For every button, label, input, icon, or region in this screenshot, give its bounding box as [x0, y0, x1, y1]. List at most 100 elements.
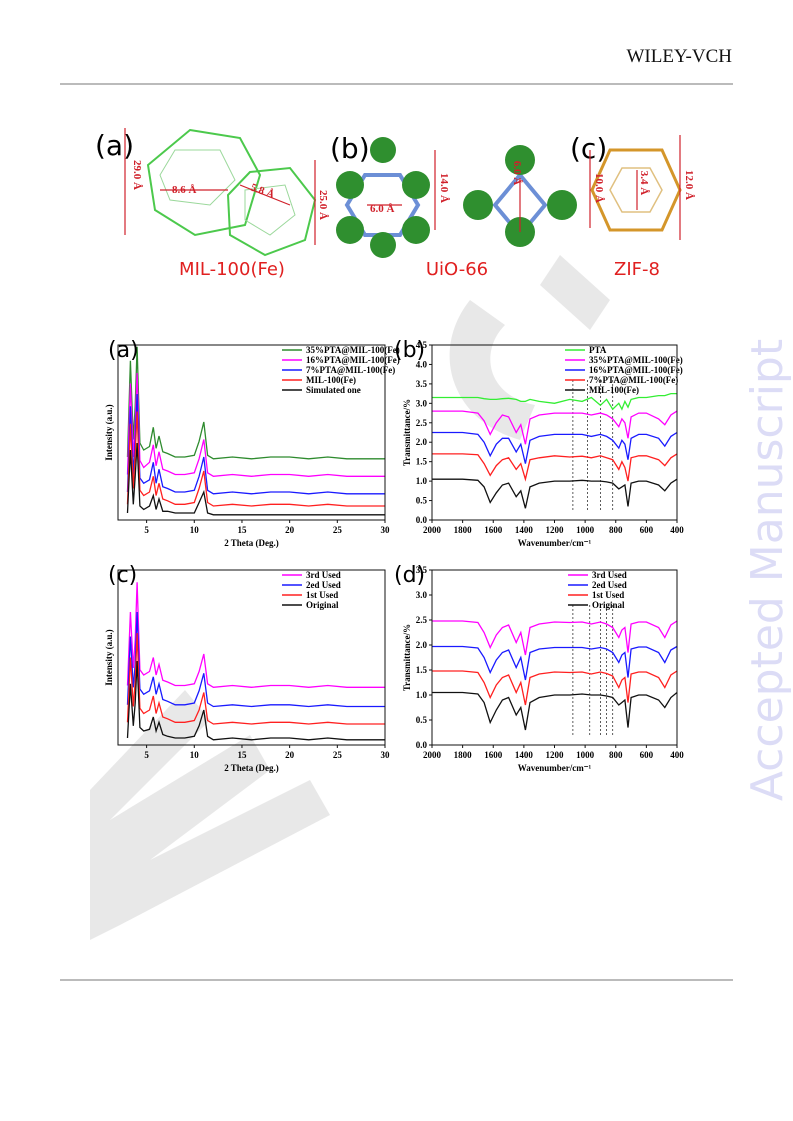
structure-figure: (a) (b) (c) 29.0 Å 8.6 Å 5.8	[95, 128, 695, 280]
y-tick-label: 3.5	[416, 565, 428, 575]
mil-structure	[146, 128, 317, 257]
y-tick-label: 1.5	[416, 665, 428, 675]
spectrum-line	[126, 582, 385, 688]
dimension-arrows	[124, 128, 681, 245]
legend-label: 16%PTA@MIL-100(Fe)	[589, 365, 683, 375]
plot-frame	[431, 569, 678, 746]
panel-label: (d)	[394, 563, 425, 588]
y-tick-label: 2.5	[416, 418, 428, 428]
x-tick-label: 1600	[484, 525, 503, 535]
panel-label: (c)	[570, 132, 607, 165]
x-tick-label: 20	[285, 750, 295, 760]
legend-label: 2ed Used	[592, 580, 627, 590]
watermark-shapes	[90, 255, 610, 940]
legend-label: PTA	[589, 345, 607, 355]
legend-label: 7%PTA@MIL-100(Fe)	[306, 365, 395, 375]
dimension-label: 10.0 Å	[593, 173, 605, 203]
x-tick-label: 2000	[423, 525, 442, 535]
x-tick-label: 15	[237, 525, 247, 535]
y-tick-label: 3.0	[416, 398, 428, 408]
uio-structure	[336, 137, 577, 258]
spectrum-line	[432, 620, 678, 656]
y-tick-label: 0.0	[416, 515, 428, 525]
legend-label: Original	[592, 600, 625, 610]
dimension-label: 12.0 Å	[683, 170, 695, 200]
spectrum-line	[126, 442, 385, 516]
legend-label: 1st Used	[592, 590, 624, 600]
panel-label: (b)	[394, 338, 425, 363]
x-tick-label: 400	[670, 525, 684, 535]
legend-label: 35%PTA@MIL-100(Fe)	[589, 355, 683, 365]
spectrum-line	[432, 670, 678, 706]
x-tick-label: 1200	[546, 750, 565, 760]
x-tick-label: 25	[333, 750, 343, 760]
y-axis-label: Transmittance/%	[402, 399, 412, 466]
chart: 35%PTA@MIL-100(Fe)16%PTA@MIL-100(Fe)7%PT…	[104, 338, 400, 548]
x-tick-label: 15	[237, 750, 247, 760]
legend-label: 1st Used	[306, 590, 338, 600]
x-tick-label: 30	[381, 525, 391, 535]
x-tick-label: 600	[640, 525, 654, 535]
x-tick-label: 2000	[423, 750, 442, 760]
x-tick-label: 30	[381, 750, 391, 760]
x-axis-label: Wavenumber/cm⁻¹	[518, 538, 592, 548]
charts: 35%PTA@MIL-100(Fe)16%PTA@MIL-100(Fe)7%PT…	[104, 338, 684, 773]
spectrum-line	[126, 346, 385, 460]
plot-frame	[117, 344, 386, 521]
spectrum-line	[126, 660, 385, 741]
x-tick-label: 5	[144, 750, 149, 760]
spectrum-line	[126, 393, 385, 495]
dimension-label: 29.0 Å	[131, 160, 143, 190]
legend-label: MIL-100(Fe)	[589, 385, 639, 395]
x-tick-label: 1400	[515, 525, 534, 535]
x-tick-label: 1600	[484, 750, 503, 760]
spectrum-line	[126, 411, 385, 507]
legend-label: MIL-100(Fe)	[306, 375, 356, 385]
dimension-label: 14.0 Å	[438, 173, 450, 203]
y-tick-label: 3.0	[416, 590, 428, 600]
x-axis-label: Wavenumber/cm⁻¹	[518, 763, 592, 773]
x-tick-label: 1000	[576, 525, 595, 535]
dimension-label: 6.0 Å	[511, 161, 523, 186]
y-tick-label: 1.0	[416, 476, 428, 486]
spectrum-line	[432, 691, 678, 731]
watermark-text: Accepted Manuscript	[742, 339, 793, 801]
legend-label: 16%PTA@MIL-100(Fe)	[306, 355, 400, 365]
y-tick-label: 4.5	[416, 340, 428, 350]
zif-structure	[590, 148, 682, 232]
structure-name: ZIF-8	[614, 259, 660, 280]
legend-label: 3rd Used	[306, 570, 341, 580]
y-tick-label: 2.0	[416, 640, 428, 650]
panel-label: (c)	[108, 563, 137, 588]
x-axis-label: 2 Theta (Deg.)	[224, 538, 279, 548]
legend-label: Original	[306, 600, 339, 610]
plot-frame	[117, 569, 386, 746]
spectrum-line	[432, 410, 678, 445]
x-tick-label: 800	[609, 525, 623, 535]
legend-label: 2ed Used	[306, 580, 341, 590]
y-tick-label: 0.5	[416, 715, 428, 725]
x-tick-label: 1800	[454, 750, 473, 760]
x-tick-label: 1200	[546, 525, 565, 535]
dimension-label: 8.6 Å	[172, 184, 197, 196]
y-tick-label: 1.5	[416, 457, 428, 467]
spectrum-line	[126, 611, 385, 708]
chart: PTA35%PTA@MIL-100(Fe)16%PTA@MIL-100(Fe)7…	[394, 338, 684, 548]
legend-label: Simulated one	[306, 385, 361, 395]
y-tick-label: 4.0	[416, 359, 428, 369]
y-tick-label: 2.5	[416, 615, 428, 625]
publisher: WILEY-VCH	[626, 46, 732, 67]
spectrum-line	[432, 453, 678, 482]
x-tick-label: 1000	[576, 750, 595, 760]
y-axis-label: Intensity (a.u.)	[104, 629, 114, 685]
x-tick-label: 20	[285, 525, 295, 535]
y-tick-label: 2.0	[416, 437, 428, 447]
structure-name: MIL-100(Fe)	[179, 259, 285, 280]
dimension-label: 25.0 Å	[317, 190, 329, 220]
spectrum-line	[126, 632, 385, 725]
y-tick-label: 0.0	[416, 740, 428, 750]
x-tick-label: 800	[609, 750, 623, 760]
